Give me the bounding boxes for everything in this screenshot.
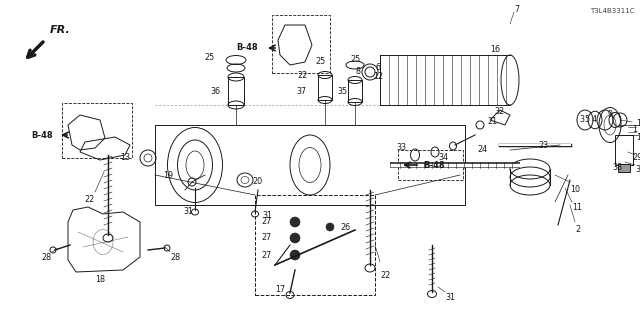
Text: 2: 2 [575, 226, 580, 235]
Text: 17: 17 [275, 285, 285, 294]
Text: 11: 11 [572, 204, 582, 212]
Text: 19: 19 [163, 171, 173, 180]
Text: 18: 18 [95, 276, 105, 284]
Text: 22: 22 [84, 196, 95, 204]
Text: 22: 22 [298, 70, 308, 79]
Text: 8: 8 [355, 68, 360, 76]
Text: FR.: FR. [50, 25, 71, 35]
Text: 31: 31 [262, 212, 272, 220]
Text: 25: 25 [350, 55, 360, 65]
Text: 15: 15 [636, 118, 640, 127]
Bar [228, 77, 244, 105]
Text: 28: 28 [170, 253, 180, 262]
Text: 24: 24 [477, 146, 487, 155]
Bar [155, 125, 465, 205]
Text: 31: 31 [445, 293, 455, 302]
Text: 33: 33 [396, 143, 406, 153]
Text: 14: 14 [636, 133, 640, 142]
Text: 3: 3 [579, 115, 584, 124]
Text: 5: 5 [584, 115, 589, 124]
Bar [318, 75, 332, 100]
Text: 20: 20 [252, 178, 262, 187]
Text: 37: 37 [297, 87, 307, 97]
Text: 21: 21 [487, 117, 497, 126]
Text: 7: 7 [514, 5, 519, 14]
Bar [62, 103, 132, 158]
Text: 16: 16 [490, 45, 500, 54]
Ellipse shape [290, 217, 300, 227]
Text: 35: 35 [337, 87, 347, 97]
Text: B-48: B-48 [31, 131, 53, 140]
Bar [398, 150, 463, 180]
Bar [272, 15, 330, 73]
Text: 6: 6 [375, 63, 380, 73]
Bar [348, 80, 362, 102]
Text: B-48: B-48 [236, 44, 258, 52]
Ellipse shape [290, 250, 300, 260]
Text: 27: 27 [262, 251, 272, 260]
Text: 36: 36 [210, 87, 220, 97]
Text: 23: 23 [538, 140, 548, 149]
Text: 32: 32 [495, 108, 505, 116]
Text: 31: 31 [183, 207, 193, 217]
Text: 38: 38 [612, 164, 622, 172]
Text: 22: 22 [380, 270, 390, 279]
Text: 30: 30 [635, 165, 640, 174]
Ellipse shape [326, 223, 334, 231]
Text: 1: 1 [632, 125, 637, 134]
Text: 25: 25 [315, 58, 325, 67]
Text: 29: 29 [632, 154, 640, 163]
Text: 25: 25 [205, 53, 215, 62]
Text: 34: 34 [438, 154, 448, 163]
Ellipse shape [290, 233, 300, 243]
Text: B-48: B-48 [423, 161, 445, 170]
Bar [615, 135, 633, 165]
Text: 9: 9 [607, 110, 612, 119]
Text: 12: 12 [373, 72, 383, 81]
Text: 28: 28 [42, 253, 52, 262]
Text: 13: 13 [120, 154, 130, 163]
Text: 27: 27 [262, 218, 272, 227]
Text: T3L4B3311C: T3L4B3311C [591, 8, 635, 14]
Bar [618, 164, 630, 172]
Text: 4: 4 [591, 115, 596, 124]
Bar [255, 195, 375, 295]
Text: 26: 26 [340, 223, 350, 233]
Text: 27: 27 [262, 234, 272, 243]
Text: 10: 10 [570, 186, 580, 195]
